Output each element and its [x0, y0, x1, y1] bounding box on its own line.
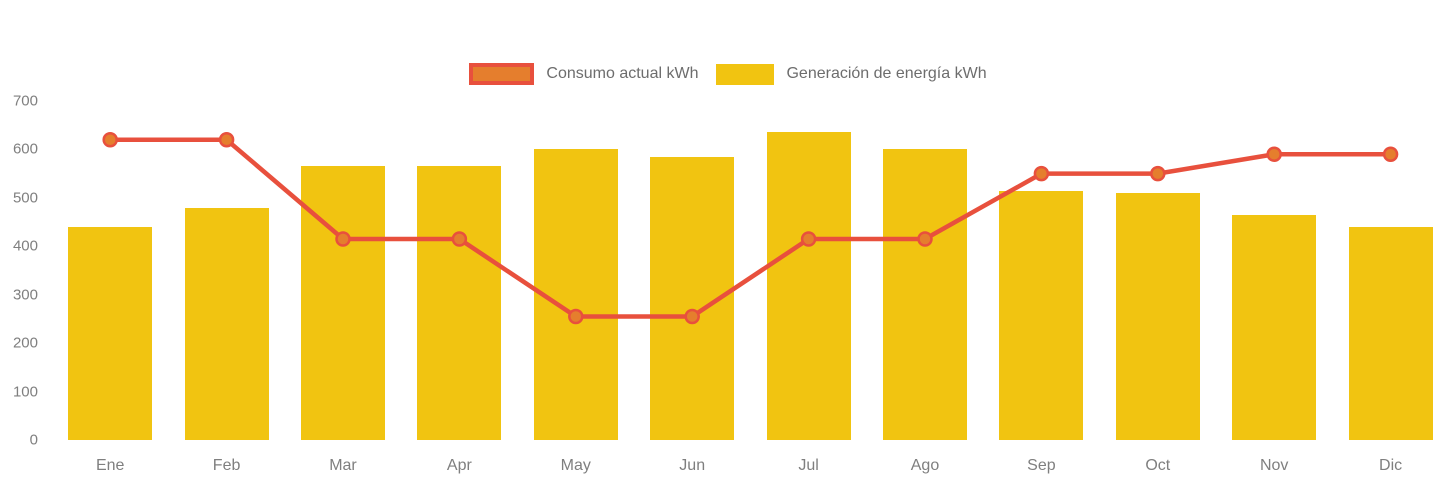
bar-dic [1348, 226, 1433, 440]
bar-ene [68, 226, 153, 440]
bar-feb [184, 207, 269, 440]
x-tick-label-jul: Jul [798, 457, 819, 474]
line-point-dic [1382, 146, 1399, 163]
legend-label-consumo: Consumo actual kWh [546, 65, 699, 82]
y-tick-label-500: 500 [12, 189, 38, 207]
bar-may [533, 149, 618, 440]
legend-item-generacion[interactable]: Generación de energía kWh [716, 63, 987, 85]
bar-apr [417, 166, 502, 440]
y-tick-label-600: 600 [12, 140, 38, 158]
x-tick-label-mar: Mar [329, 457, 357, 474]
bar-jun [650, 156, 735, 440]
x-tick-label-jun: Jun [679, 457, 706, 474]
line-point-feb [218, 131, 235, 148]
y-tick-label-0: 0 [29, 431, 38, 449]
line-point-ene [102, 131, 118, 148]
x-tick-label-dic: Dic [1379, 457, 1403, 474]
legend-item-consumo[interactable]: Consumo actual kWh [469, 63, 698, 85]
legend-swatch-consumo [469, 63, 535, 85]
x-tick-label-oct: Oct [1145, 457, 1171, 474]
line-point-oct [1150, 165, 1166, 182]
legend-swatch-generacion [716, 63, 775, 85]
x-tick-label-apr: Apr [446, 457, 472, 474]
y-tick-label-400: 400 [12, 237, 38, 255]
line-point-nov [1266, 146, 1282, 163]
line-point-sep [1033, 165, 1050, 182]
bar-jul [766, 132, 851, 440]
x-tick-label-sep: Sep [1027, 457, 1056, 474]
bar-sep [999, 190, 1084, 440]
y-tick-label-700: 700 [12, 92, 38, 110]
x-tick-label-may: May [560, 457, 591, 474]
x-tick-label-ene: Ene [95, 457, 125, 474]
x-tick-label-feb: Feb [212, 457, 241, 474]
y-tick-label-300: 300 [12, 286, 38, 304]
y-tick-label-200: 200 [12, 334, 38, 352]
chart-legend: Consumo actual kWh Generación de energía… [0, 63, 1456, 85]
bar-mar [301, 166, 385, 440]
y-tick-label-100: 100 [12, 383, 38, 401]
bar-nov [1232, 214, 1317, 440]
legend-label-generacion: Generación de energía kWh [786, 65, 987, 82]
bar-ago [883, 149, 967, 440]
x-tick-label-nov: Nov [1259, 457, 1289, 474]
bar-oct [1115, 193, 1200, 440]
x-tick-label-ago: Ago [910, 457, 940, 474]
